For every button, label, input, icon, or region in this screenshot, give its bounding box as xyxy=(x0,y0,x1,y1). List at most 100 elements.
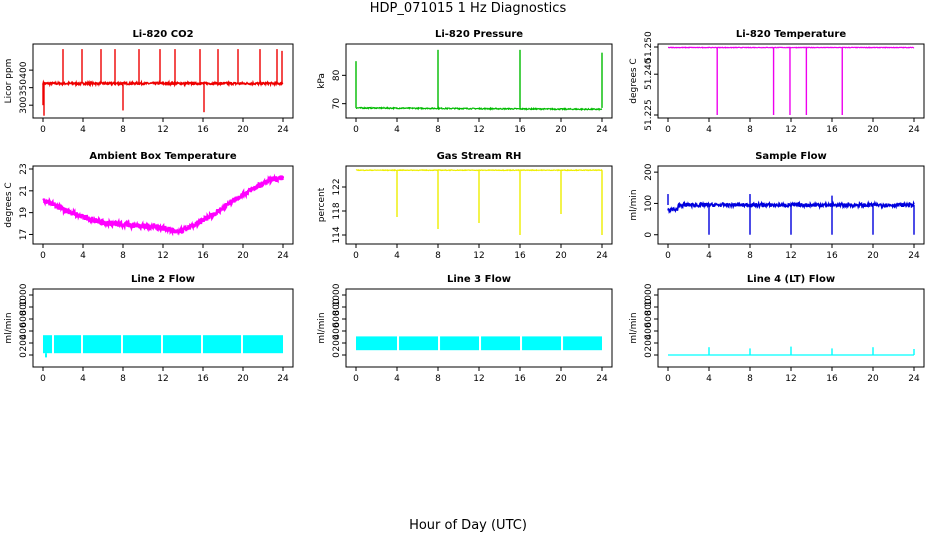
y-tick-label: 400 xyxy=(19,61,29,78)
x-tick-label: 16 xyxy=(826,374,838,384)
y-tick-label: 200 xyxy=(19,334,29,351)
y-tick-label: 23 xyxy=(19,163,29,174)
x-tick-label: 24 xyxy=(908,374,920,384)
x-tick-label: 4 xyxy=(394,251,400,261)
x-tick-label: 16 xyxy=(826,125,838,135)
x-tick-label: 12 xyxy=(785,125,796,135)
x-tick-label: 4 xyxy=(706,251,712,261)
x-tick-label: 16 xyxy=(826,251,838,261)
series-line-co2 xyxy=(42,79,284,88)
x-tick-label: 0 xyxy=(353,125,359,135)
x-tick-label: 24 xyxy=(908,251,920,261)
x-tick-label: 24 xyxy=(277,251,289,261)
y-tick-label: 21 xyxy=(19,185,29,196)
x-tick-label: 0 xyxy=(40,251,46,261)
y-tick-label: 1000 xyxy=(332,283,342,306)
chart-panel-pressure: Li-820 Pressure 0 4 8 12 16 20 24 70 80 kPa xyxy=(317,29,613,135)
x-axis-label: Hour of Day (UTC) xyxy=(409,518,527,533)
series-band-line2-flow xyxy=(163,335,201,354)
x-tick-label: 0 xyxy=(353,251,359,261)
x-tick-label: 16 xyxy=(197,374,209,384)
x-tick-label: 0 xyxy=(665,374,671,384)
chart-panel-sample-flow: Sample Flow 0 4 8 12 16 20 24 0 100 200 ml/min xyxy=(629,151,925,261)
x-tick-label: 0 xyxy=(40,374,46,384)
chart-title-line2-flow: Line 2 Flow xyxy=(131,274,195,285)
x-tick-label: 20 xyxy=(237,374,249,384)
y-tick-label: 0 xyxy=(19,352,29,358)
y-tick-label: 350 xyxy=(19,79,29,96)
y-axis-label-line3-flow: ml/min xyxy=(317,312,327,343)
series-band-line3-flow xyxy=(399,336,438,351)
y-tick-label: 114 xyxy=(332,226,342,243)
x-tick-label: 8 xyxy=(435,374,441,384)
chart-panel-licor-temp: Li-820 Temperature 0 4 8 12 16 20 24 51.225 51.24… xyxy=(629,29,925,135)
y-tick-label: 200 xyxy=(644,163,654,180)
x-tick-label: 20 xyxy=(867,374,879,384)
y-tick-label: 400 xyxy=(332,322,342,339)
series-band-line3-flow xyxy=(522,336,561,351)
series-band-line3-flow xyxy=(440,336,479,351)
series-band-line2-flow xyxy=(123,335,161,354)
series-band-line3-flow xyxy=(563,336,602,351)
x-tick-label: 24 xyxy=(908,125,920,135)
x-tick-label: 8 xyxy=(435,125,441,135)
y-tick-label: 100 xyxy=(644,195,654,212)
x-tick-label: 4 xyxy=(80,125,86,135)
y-tick-label: 19 xyxy=(19,207,29,219)
series-band-line2-flow xyxy=(54,335,81,354)
series-band-line2-flow xyxy=(83,335,121,354)
y-tick-label: 200 xyxy=(644,334,654,351)
plot-frame xyxy=(32,165,294,245)
y-tick-label: 400 xyxy=(19,322,29,339)
y-tick-label: 600 xyxy=(332,310,342,327)
x-tick-label: 20 xyxy=(555,374,567,384)
chart-panel-rh: Gas Stream RH 0 4 8 12 16 20 24 114 118 122 percent xyxy=(317,151,613,261)
x-tick-label: 12 xyxy=(785,251,796,261)
plot-frame xyxy=(345,288,613,368)
plot-frame xyxy=(657,43,925,119)
series-line-sample-flow xyxy=(667,200,915,215)
y-axis-label-box-temp: degrees C xyxy=(4,182,14,227)
y-axis-label-licor-temp: degrees C xyxy=(629,58,639,103)
y-tick-label: 600 xyxy=(644,310,654,327)
x-tick-label: 16 xyxy=(514,125,526,135)
x-tick-label: 4 xyxy=(80,251,86,261)
y-tick-label: 118 xyxy=(332,202,342,219)
chart-title-pressure: Li-820 Pressure xyxy=(435,29,523,40)
x-tick-label: 4 xyxy=(394,374,400,384)
x-tick-label: 8 xyxy=(747,251,753,261)
plot-frame xyxy=(345,43,613,119)
y-tick-label: 51.225 xyxy=(644,99,654,131)
x-tick-label: 0 xyxy=(665,125,671,135)
x-tick-label: 4 xyxy=(80,374,86,384)
chart-title-box-temp: Ambient Box Temperature xyxy=(89,151,236,162)
y-axis-label-line2-flow: ml/min xyxy=(4,312,14,343)
y-tick-label: 0 xyxy=(332,352,342,358)
x-tick-label: 24 xyxy=(277,374,289,384)
x-tick-label: 0 xyxy=(353,374,359,384)
x-tick-label: 8 xyxy=(120,374,126,384)
y-axis-label-sample-flow: ml/min xyxy=(629,189,639,220)
chart-panel-box-temp: Ambient Box Temperature 0 4 8 12 16 20 24 17 19 21… xyxy=(4,151,294,261)
y-tick-label: 800 xyxy=(644,298,654,315)
y-tick-label: 400 xyxy=(644,322,654,339)
x-tick-label: 24 xyxy=(277,125,289,135)
chart-title-rh: Gas Stream RH xyxy=(437,151,522,162)
y-tick-label: 800 xyxy=(19,298,29,315)
y-tick-label: 300 xyxy=(19,96,29,113)
chart-title-line4-flow: Line 4 (LT) Flow xyxy=(747,274,835,285)
chart-title-licor-temp: Li-820 Temperature xyxy=(736,29,846,40)
y-axis-label-co2: Licor ppm xyxy=(4,59,14,104)
x-tick-label: 4 xyxy=(706,374,712,384)
series-band-line2-flow xyxy=(243,335,283,354)
x-tick-label: 12 xyxy=(785,374,796,384)
x-tick-label: 12 xyxy=(157,125,168,135)
x-tick-label: 8 xyxy=(747,374,753,384)
y-axis-label-line4-flow: ml/min xyxy=(629,312,639,343)
x-tick-label: 16 xyxy=(514,251,526,261)
y-tick-label: 600 xyxy=(19,310,29,327)
figure-title: HDP_071015 1 Hz Diagnostics xyxy=(369,1,567,16)
